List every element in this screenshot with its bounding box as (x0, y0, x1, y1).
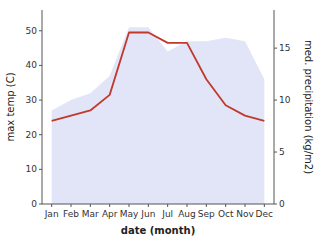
x-tick-label: Aug (178, 209, 196, 219)
y2-tick-label: 5 (279, 147, 285, 157)
y2-tick (274, 204, 277, 205)
y-tick (39, 65, 42, 66)
x-tick-label: Feb (63, 209, 79, 219)
x-tick-label: May (120, 209, 139, 219)
x-tick-label: Dec (256, 209, 273, 219)
y-tick (39, 134, 42, 135)
y-tick (39, 30, 42, 31)
y2-axis-line (274, 10, 275, 204)
x-tick (225, 204, 226, 207)
y-axis-line (42, 10, 43, 204)
x-tick (109, 204, 110, 207)
x-axis-line (42, 204, 274, 205)
y-tick (39, 100, 42, 101)
y-tick-label: 10 (26, 164, 38, 174)
x-tick (148, 204, 149, 207)
x-tick-label: Oct (218, 209, 234, 219)
x-tick-label: Apr (102, 209, 118, 219)
x-tick-label: Mar (82, 209, 99, 219)
x-tick-label: Jul (161, 209, 173, 219)
y-tick (39, 169, 42, 170)
y2-tick-label: 10 (279, 95, 291, 105)
y-tick-label: 0 (31, 199, 37, 209)
y-tick (39, 204, 42, 205)
x-tick (129, 204, 130, 207)
x-tick (90, 204, 91, 207)
x-tick (167, 204, 168, 207)
x-tick-label: Sep (198, 209, 215, 219)
chart: Jan FebMarAprMayJun Jul AugSepOctNovDec 0 10 2… (0, 0, 318, 242)
x-tick (245, 204, 246, 207)
temp-area (52, 27, 265, 204)
y2-axis-label: med. precipitation (kg/m2) (303, 40, 314, 174)
precip-line (52, 33, 265, 121)
y-tick-label: 50 (26, 26, 38, 36)
x-axis-label: date (month) (121, 225, 195, 236)
y2-tick-label: 15 (279, 43, 290, 53)
x-tick (206, 204, 207, 207)
y-tick-label: 20 (26, 130, 38, 140)
plot-area (52, 27, 265, 204)
x-tick (264, 204, 265, 207)
x-tick-label: Jan (44, 209, 59, 219)
x-tick (71, 204, 72, 207)
y2-tick (274, 100, 277, 101)
y2-tick (274, 48, 277, 49)
x-tick (51, 204, 52, 207)
x-tick (187, 204, 188, 207)
y-axis-label: max temp (C) (5, 72, 16, 141)
y2-tick-label: 0 (279, 199, 285, 209)
y-tick-label: 40 (26, 60, 38, 70)
x-tick-label: Jun (140, 209, 155, 219)
y2-tick (274, 152, 277, 153)
y-tick-label: 30 (26, 95, 38, 105)
x-tick-label: Nov (236, 209, 254, 219)
